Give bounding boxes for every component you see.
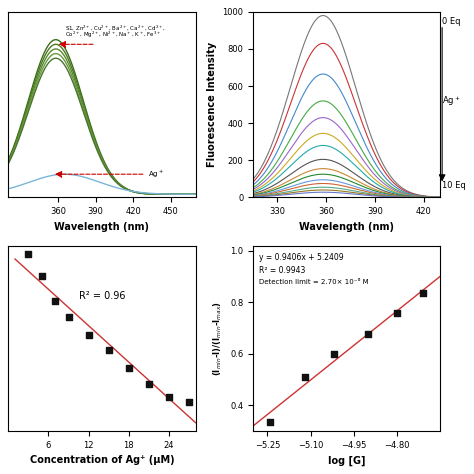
Point [51,297,59,305]
Point [25,250,32,258]
X-axis label: Wavelength (nm): Wavelength (nm) [299,222,394,232]
Point [301,373,309,381]
X-axis label: Concentration of Ag⁺ (μM): Concentration of Ag⁺ (μM) [30,456,174,465]
Point [330,350,337,357]
Text: Ag$^+$: Ag$^+$ [442,94,461,108]
Point [419,290,427,297]
Text: R² = 0.9943: R² = 0.9943 [259,266,305,275]
Point [365,331,372,338]
X-axis label: log [G]: log [G] [328,456,365,465]
Text: Ag$^+$: Ag$^+$ [148,169,164,180]
Point [105,346,112,354]
Y-axis label: (I$_{min}$-I)/(I$_{min}$-I$_{max}$): (I$_{min}$-I)/(I$_{min}$-I$_{max}$) [212,301,225,376]
Text: Co$^{2+}$, Mg$^{2+}$, Ni$^{2+}$, Na$^+$, K$^+$, Fe$^{3+}$: Co$^{2+}$, Mg$^{2+}$, Ni$^{2+}$, Na$^+$,… [64,29,161,40]
Y-axis label: Fluorescence Intensity: Fluorescence Intensity [207,42,217,167]
Point [125,365,133,372]
Text: Detection limit = 2.70× 10⁻⁶ M: Detection limit = 2.70× 10⁻⁶ M [259,279,368,285]
Point [145,380,153,388]
Point [393,309,401,316]
X-axis label: Wavelength (nm): Wavelength (nm) [55,222,149,232]
Text: 0 Eq: 0 Eq [442,18,461,27]
Point [266,419,274,426]
Text: y = 0.9406x + 5.2409: y = 0.9406x + 5.2409 [259,253,343,262]
Text: S1, Zn$^{2+}$, Cu$^{2+}$, Ba$^{2+}$, Ca$^{2+}$, Cd$^{2+}$,: S1, Zn$^{2+}$, Cu$^{2+}$, Ba$^{2+}$, Ca$… [64,23,165,32]
Point [185,398,193,406]
Text: R² = 0.96: R² = 0.96 [79,291,125,301]
Text: 10 Eq: 10 Eq [442,181,466,190]
Point [65,313,73,320]
Point [38,273,46,280]
Point [165,393,173,401]
Point [85,331,92,338]
